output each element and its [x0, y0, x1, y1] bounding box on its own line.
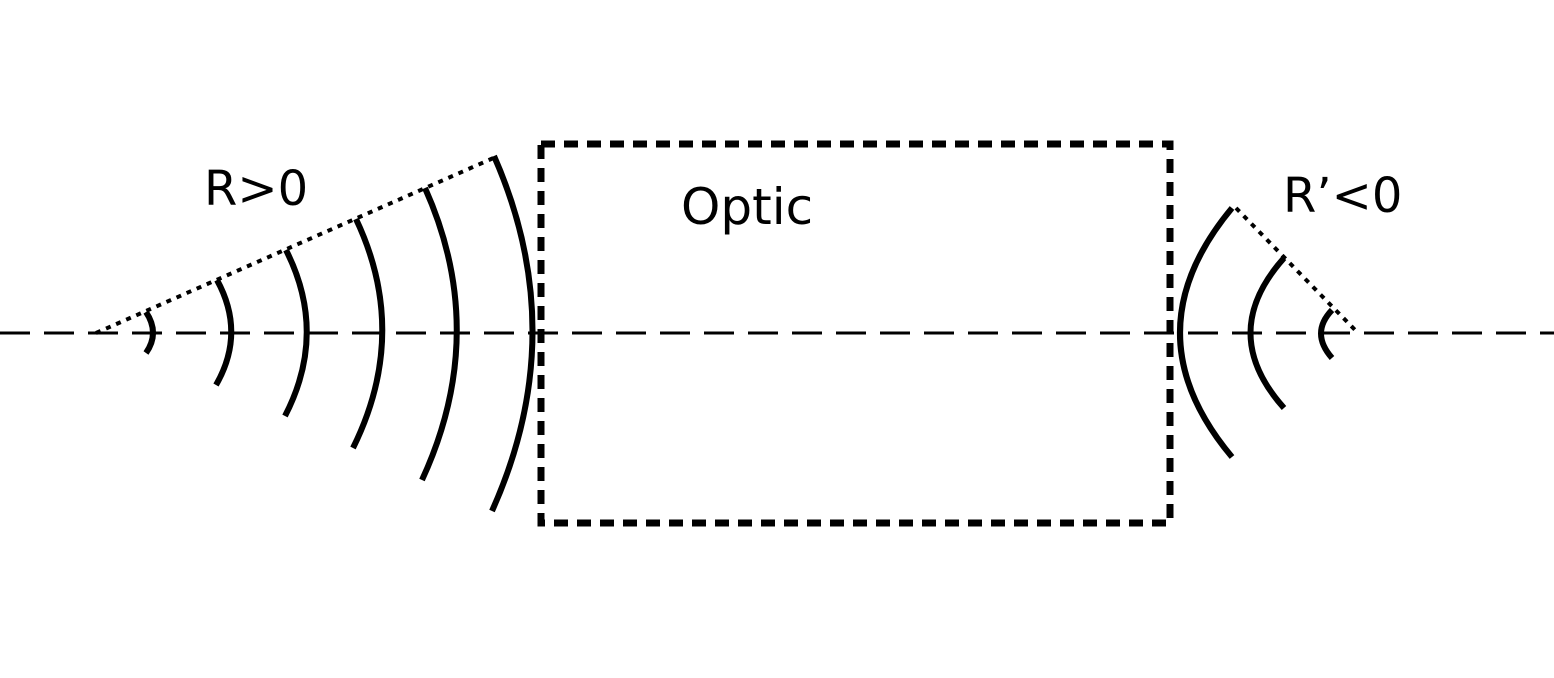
outgoing-radius-label: R’<0 — [1283, 168, 1402, 224]
outgoing-radius-line — [1234, 206, 1360, 335]
optic-box — [537, 140, 1174, 527]
incoming-wavefront-3 — [282, 248, 310, 418]
incoming-wavefront-5 — [419, 186, 460, 482]
incoming-wavefront-4 — [350, 217, 386, 450]
outgoing-wavefront-2 — [1247, 256, 1287, 410]
incoming-radius-label: R>0 — [204, 161, 308, 217]
outgoing-wavefront-1 — [1177, 206, 1235, 459]
outgoing-wavefront-3 — [1318, 307, 1335, 360]
incoming-wavefronts — [143, 154, 536, 513]
incoming-wavefront-1 — [143, 310, 156, 355]
incoming-wavefront-2 — [213, 278, 235, 387]
incoming-radius-line — [95, 154, 499, 335]
incoming-wavefront-6 — [489, 154, 536, 513]
optic-label: Optic — [681, 178, 813, 236]
outgoing-wavefronts — [1177, 206, 1335, 459]
